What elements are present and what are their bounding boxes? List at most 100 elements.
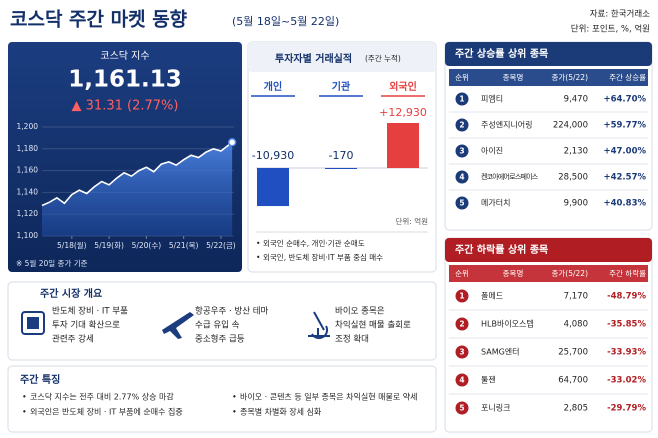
- index-title: 코스닥 지수: [100, 50, 149, 62]
- rank-badge: [455, 196, 469, 210]
- y-tick-label: 1,200: [17, 122, 39, 131]
- column-header: 순위: [455, 73, 469, 82]
- weekly-change: -33.93%: [607, 348, 646, 358]
- features-box: [7, 365, 437, 433]
- close-price: 25,700: [558, 348, 588, 358]
- column-header: 주간 하락률: [609, 268, 646, 278]
- plane-icon: [162, 312, 194, 339]
- rank: 2: [459, 320, 464, 329]
- value-label: -170: [329, 149, 354, 162]
- stock-name: 켄코아에어로스페이스: [481, 172, 539, 181]
- close-price: 2,130: [564, 147, 588, 157]
- y-tick-label: 1,100: [17, 231, 39, 240]
- stock-name: 주성엔지니어링: [481, 120, 533, 130]
- bar: [387, 123, 419, 168]
- subtitle: (5월 18일~5월 22일): [232, 14, 339, 28]
- close-price: 2,805: [564, 404, 588, 414]
- feature-text: 외국인은 반도체 장비 · IT 부품에 순매수 집중: [30, 407, 183, 417]
- overview-title: 주간 시장 개요: [40, 287, 102, 300]
- feature-bullet: •: [232, 393, 237, 402]
- investor-header: [248, 42, 436, 72]
- bar: [257, 168, 289, 207]
- note-bullet: •: [256, 253, 260, 262]
- rank: 3: [459, 147, 464, 156]
- table-header-row: [449, 69, 648, 86]
- table-title-bar: [445, 42, 652, 66]
- unit: 단위: 포인트, %, 억원: [571, 24, 650, 35]
- rank-badge: [455, 373, 469, 387]
- category-label: 외국인: [389, 80, 417, 93]
- x-tick-label: 5/19(화): [94, 241, 124, 250]
- category-label: 개인: [264, 80, 282, 93]
- last-point: [227, 138, 237, 147]
- column-header: 종가(5/22): [552, 269, 589, 278]
- close-price: 4,080: [564, 320, 588, 330]
- rank: 4: [459, 173, 464, 182]
- overview-box: [7, 281, 437, 361]
- chip-icon: [21, 311, 45, 335]
- close-price: 7,170: [564, 292, 588, 302]
- index-note: ※ 5월 20일 종가 기준: [16, 258, 88, 268]
- rank: 5: [459, 404, 464, 413]
- stock-name: 폴메드: [481, 292, 503, 301]
- unit: 단위: 억원: [395, 216, 428, 226]
- weekly-change: -35.85%: [607, 320, 646, 330]
- y-tick-label: 1,140: [17, 187, 39, 196]
- index-value: 1,161.13: [68, 67, 182, 93]
- note: 외국인 순매수, 개인·기관 순매도: [263, 238, 365, 248]
- microscope-icon: [308, 311, 330, 340]
- overview-text: 관련주 강세: [52, 334, 94, 345]
- bar: [325, 168, 357, 169]
- feature-bullet: •: [22, 393, 27, 402]
- index-change: ▲ 31.31 (2.77%): [72, 99, 179, 114]
- table-title: 주간 상승률 상위 종목: [455, 47, 548, 60]
- rank: 5: [459, 199, 464, 208]
- value-label: -10,930: [252, 149, 294, 162]
- rank-badge: [455, 289, 469, 303]
- stock-name: 포니링크: [481, 403, 510, 413]
- feature-text: 바이오 · 콘텐츠 등 일부 종목은 차익실현 매물로 약세: [240, 392, 417, 402]
- feature-bullet: •: [22, 408, 27, 417]
- overview-text: 투자 기대 확산으로: [52, 320, 120, 331]
- stock-name: SAMG엔터: [481, 347, 520, 357]
- note: 외국인, 반도체 장비·IT 부품 중심 매수: [263, 252, 383, 262]
- y-tick-label: 1,180: [17, 144, 39, 153]
- index-line: [41, 141, 233, 207]
- source: 자료: 한국거래소: [590, 10, 650, 20]
- rank-badge: [455, 144, 469, 158]
- note-bullet: •: [256, 239, 260, 248]
- stock-name: 툴젠: [481, 376, 496, 385]
- stock-name: HLB바이오스텝: [481, 319, 534, 329]
- features-title: 주간 특징: [20, 373, 60, 386]
- overview-text: 중소형주 급등: [195, 335, 245, 345]
- overview-text: 수급 유입 속: [195, 321, 240, 331]
- close-price: 9,470: [564, 95, 588, 105]
- weekly-change: +59.77%: [603, 121, 646, 131]
- weekly-change: +64.70%: [603, 95, 646, 105]
- close-price: 28,500: [558, 173, 588, 183]
- stock-name: 아이진: [481, 146, 503, 156]
- overview-text: 차익실현 매물 출회로: [335, 320, 411, 331]
- icons: [21, 311, 330, 340]
- chip-core: [27, 317, 39, 329]
- rank: 1: [459, 95, 464, 104]
- x-tick-label: 5/20(수): [132, 241, 162, 250]
- overview-text: 항공우주 · 방산 테마: [195, 306, 269, 317]
- stock-name: 메가터치: [481, 199, 510, 208]
- index-area: [42, 142, 233, 236]
- feature-text: 코스닥 지수는 전주 대비 2.77% 상승 마감: [30, 392, 174, 402]
- weekly-change: +40.83%: [603, 199, 646, 209]
- column-header: 순위: [455, 269, 469, 278]
- value-label: +12,930: [379, 106, 427, 119]
- close-price: 9,900: [564, 199, 588, 209]
- x-tick-label: 5/18(월): [57, 240, 87, 250]
- weekly-change: -48.79%: [607, 292, 646, 302]
- overview-text: 바이오 종목은: [335, 306, 385, 317]
- rank: 4: [459, 376, 464, 385]
- y-tick-label: 1,160: [17, 166, 39, 175]
- stock-name: 피엠티: [481, 94, 503, 104]
- column-header: 종가(5/22): [552, 73, 589, 82]
- rank-badge: [455, 317, 469, 331]
- investor-title: 투자자별 거래실적: [275, 52, 352, 65]
- weekly-change: -33.02%: [607, 376, 646, 386]
